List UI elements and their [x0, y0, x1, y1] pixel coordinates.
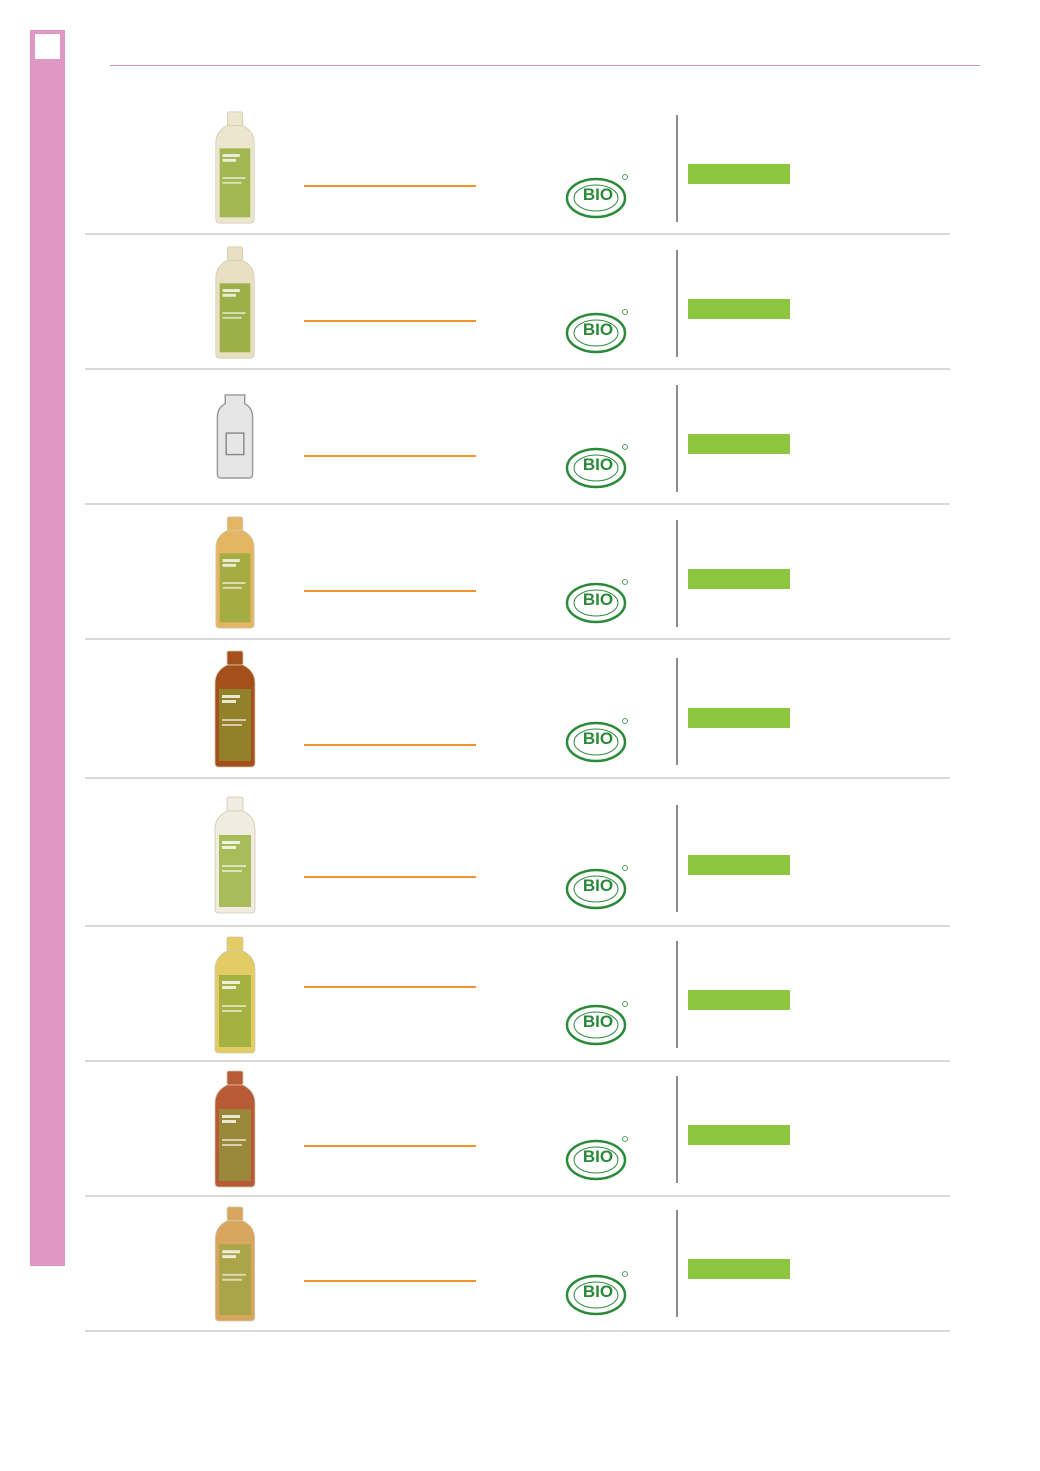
column-divider: [676, 1210, 678, 1317]
product-bottle-image: [205, 935, 265, 1055]
row-divider: [85, 638, 950, 640]
price-highlight-bar: [688, 1125, 790, 1145]
product-row: BIO: [85, 927, 950, 1062]
product-row: BIO: [85, 370, 950, 505]
product-bottle-image: [205, 1068, 265, 1190]
price-highlight-bar: [688, 569, 790, 589]
product-name-underline: [304, 455, 476, 457]
row-divider: [85, 368, 950, 370]
bio-logo-word: BIO: [582, 1012, 614, 1031]
bio-logo-word: BIO: [582, 590, 614, 609]
bio-logo-word: BIO: [582, 729, 614, 748]
price-highlight-bar: [688, 990, 790, 1010]
page-side-tab: [30, 30, 65, 1266]
column-divider: [676, 385, 678, 492]
bio-logo-word: BIO: [582, 1147, 614, 1166]
price-highlight-bar: [688, 1259, 790, 1279]
product-bottle-image: [205, 648, 265, 770]
product-row: BIO: [85, 640, 950, 779]
product-name-underline: [304, 744, 476, 746]
column-divider: [676, 115, 678, 222]
product-bottle-image: [205, 795, 265, 915]
product-bottle-image: [205, 515, 265, 630]
row-divider: [85, 925, 950, 927]
row-divider: [85, 1060, 950, 1062]
product-name-underline: [304, 590, 476, 592]
product-bottle-image: [205, 110, 265, 225]
header-rule: [110, 65, 980, 66]
column-divider: [676, 941, 678, 1048]
price-highlight-bar: [688, 855, 790, 875]
column-divider: [676, 1076, 678, 1183]
product-bottle-image: [205, 245, 265, 360]
cosmebio-logo-icon: BIO: [565, 172, 631, 220]
bio-logo-word: BIO: [582, 1282, 614, 1301]
bio-logo-word: BIO: [582, 185, 614, 204]
product-row: BIO: [85, 100, 950, 235]
product-bottle-image: [205, 392, 265, 480]
bio-logo-word: BIO: [582, 876, 614, 895]
product-name-underline: [304, 185, 476, 187]
product-bottle-image: [205, 1205, 265, 1323]
price-highlight-bar: [688, 164, 790, 184]
product-row: BIO: [85, 1062, 950, 1197]
product-row: BIO: [85, 779, 950, 927]
cosmebio-logo-icon: BIO: [565, 307, 631, 355]
cosmebio-logo-icon: BIO: [565, 577, 631, 625]
cosmebio-logo-icon: BIO: [565, 863, 631, 911]
bio-logo-word: BIO: [582, 455, 614, 474]
row-divider: [85, 777, 950, 779]
price-highlight-bar: [688, 708, 790, 728]
product-row: BIO: [85, 235, 950, 370]
price-highlight-bar: [688, 299, 790, 319]
cosmebio-logo-icon: BIO: [565, 1269, 631, 1317]
product-name-underline: [304, 876, 476, 878]
cosmebio-logo-icon: BIO: [565, 716, 631, 764]
product-row: BIO: [85, 1197, 950, 1332]
row-divider: [85, 503, 950, 505]
product-row: BIO: [85, 505, 950, 640]
bio-logo-word: BIO: [582, 320, 614, 339]
row-divider: [85, 1330, 950, 1332]
row-divider: [85, 1195, 950, 1197]
column-divider: [676, 250, 678, 357]
product-name-underline: [304, 1280, 476, 1282]
column-divider: [676, 520, 678, 627]
cosmebio-logo-icon: BIO: [565, 999, 631, 1047]
row-divider: [85, 233, 950, 235]
cosmebio-logo-icon: BIO: [565, 442, 631, 490]
product-name-underline: [304, 320, 476, 322]
cosmebio-logo-icon: BIO: [565, 1134, 631, 1182]
column-divider: [676, 805, 678, 912]
page-marker-box: [35, 34, 60, 59]
price-highlight-bar: [688, 434, 790, 454]
column-divider: [676, 658, 678, 765]
product-name-underline: [304, 1145, 476, 1147]
product-name-underline: [304, 986, 476, 988]
